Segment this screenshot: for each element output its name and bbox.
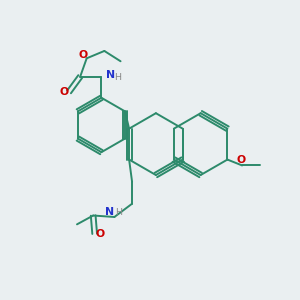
Text: O: O xyxy=(78,50,87,60)
Text: O: O xyxy=(59,87,68,97)
Text: O: O xyxy=(237,155,246,165)
Text: N: N xyxy=(106,70,115,80)
Text: O: O xyxy=(95,229,104,239)
Text: H: H xyxy=(115,208,122,217)
Text: N: N xyxy=(105,207,115,217)
Text: H: H xyxy=(114,73,121,82)
